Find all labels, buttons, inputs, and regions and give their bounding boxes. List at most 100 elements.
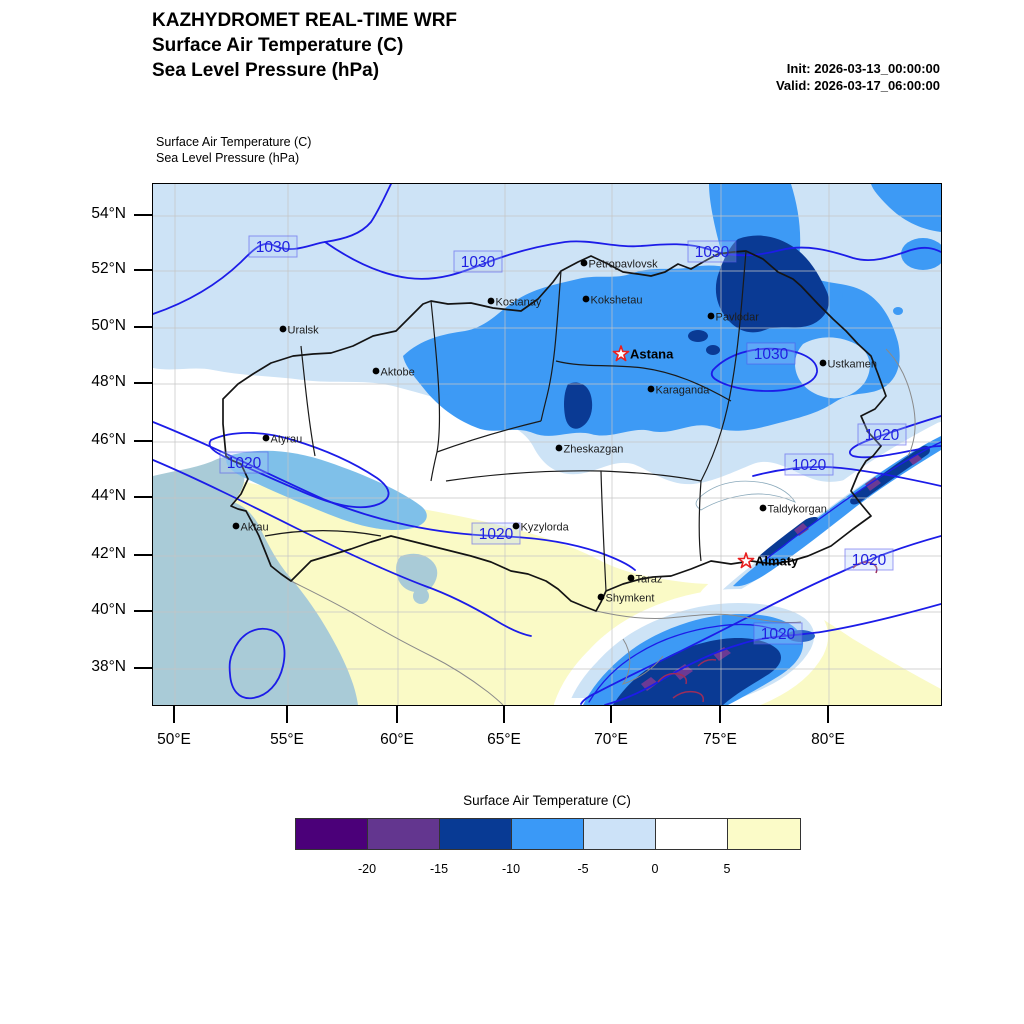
crimson-squiggle-3: [852, 561, 878, 574]
pressure-label-box: [844, 548, 894, 571]
city-marker-atyrau: Atyrau: [262, 434, 303, 446]
city-dot-icon: [372, 367, 380, 375]
fill-aral: [396, 553, 438, 593]
pressure-label-text: 1020: [865, 427, 900, 444]
lat-tick-label: 48°N: [91, 373, 126, 390]
pressure-label-box: [471, 522, 521, 545]
fill-navy-streak: [564, 382, 593, 429]
city-dot-icon: [580, 259, 588, 267]
pressure-label-text: 1020: [792, 457, 827, 474]
map-frame: 1030 1030 1030 1030 1020 1020 1020 1020 1020 1020…: [152, 183, 942, 706]
crimson-contour-layer: [657, 561, 878, 703]
caption-line-2: Sea Level Pressure (hPa): [156, 151, 300, 165]
pressure-label: 1020: [471, 522, 521, 545]
city-marker-karaganda: Karaganda: [647, 385, 710, 397]
pressure-label-box: [746, 342, 796, 365]
colorbar: [295, 818, 801, 850]
city-label: Zheskazgan: [564, 444, 624, 456]
city-marker-kokshetau: Kokshetau: [582, 295, 642, 307]
lon-tick: [610, 705, 612, 723]
lon-tick: [719, 705, 721, 723]
city-marker-almaty: Almaty: [737, 552, 799, 569]
crimson-squiggle-4: [672, 690, 705, 703]
city-star-icon: [737, 552, 755, 569]
oblast-9: [698, 480, 702, 562]
lon-tick-label: 60°E: [380, 731, 414, 748]
lake-small-2: [893, 307, 903, 315]
city-marker-petropavlovsk: Petropavlovsk: [580, 259, 659, 271]
city-dot-icon: [279, 325, 287, 333]
fill-ustkamen-pocket: [795, 337, 870, 399]
pressure-label-box: [219, 451, 269, 474]
pressure-label: 1030: [746, 342, 796, 365]
fill-navy-bit-2: [706, 345, 720, 355]
colorbar-tick-label: -20: [357, 862, 377, 876]
fill-caspian-sea: [153, 457, 358, 705]
map-canvas: 1030 1030 1030 1030 1020 1020 1020 1020 1020 1020…: [153, 184, 941, 705]
oblast-4: [436, 420, 542, 453]
city-marker-uralsk: Uralsk: [279, 325, 319, 337]
city-label: Taldykorgan: [768, 504, 827, 516]
city-label: Almaty: [755, 554, 799, 569]
isobar-1020-long-1: [153, 421, 636, 571]
border-uzbek: [290, 580, 504, 705]
city-dot-icon: [627, 574, 635, 582]
city-marker-pavlodar: Pavlodar: [707, 312, 760, 324]
city-marker-taldykorgan: Taldykorgan: [759, 504, 827, 516]
colorbar-cell-3: [512, 819, 584, 849]
mtn2-navy: [613, 638, 781, 705]
fill-ne-caspian: [226, 450, 427, 531]
fill-aral-2: [413, 588, 429, 604]
pressure-label-box: [784, 453, 834, 476]
title-block: KAZHYDROMET REAL-TIME WRF Surface Air Te…: [152, 8, 457, 83]
pressure-label: 1030: [687, 240, 737, 263]
lat-tick: [134, 440, 152, 442]
city-dot-icon: [555, 444, 563, 452]
pressure-label-box: [687, 240, 737, 263]
city-dot-icon: [597, 593, 605, 601]
pressure-label-box: [753, 622, 803, 645]
colorbar-cell-5: [656, 819, 728, 849]
isobar-1030-ne-loop: [710, 347, 818, 392]
lon-tick-label: 75°E: [703, 731, 737, 748]
mtn2-purple-1: [673, 664, 693, 680]
pressure-label: 1020: [219, 451, 269, 474]
city-label: Atyrau: [271, 434, 303, 446]
colorbar-tick-label: -10: [501, 862, 521, 876]
oblast-5: [445, 470, 702, 482]
title-variable-2: Sea Level Pressure (hPa): [152, 60, 380, 81]
pressure-label-text: 1020: [852, 552, 887, 569]
oblast-3: [540, 270, 562, 422]
mtn1-purple-1: [865, 477, 881, 491]
mtn1-purple-3: [909, 454, 922, 465]
city-label: Shymkent: [606, 593, 655, 605]
lat-tick-label: 40°N: [91, 601, 126, 618]
lon-tick-label: 50°E: [157, 731, 191, 748]
border-fergana: [621, 638, 664, 685]
pressure-label-layer: 1030 1030 1030 1030 1020 1020 1020 1020 1020 1020: [219, 235, 907, 645]
pressure-label-text: 1030: [695, 244, 730, 261]
lon-tick-label: 80°E: [811, 731, 845, 748]
city-label: Aktau: [241, 522, 269, 534]
lat-tick-label: 50°N: [91, 317, 126, 334]
isobar-1030-a: [153, 184, 392, 315]
lake-small-3: [441, 387, 451, 395]
fill-mid-blue-corner: [871, 184, 941, 232]
lon-tick: [173, 705, 175, 723]
isobar-mtn-detail-1: [764, 441, 941, 561]
city-label: Petropavlovsk: [589, 259, 659, 271]
lon-tick: [827, 705, 829, 723]
city-marker-shymkent: Shymkent: [597, 593, 655, 605]
lat-tick-label: 52°N: [91, 260, 126, 277]
lat-tick: [134, 554, 152, 556]
mtn1-purple-2: [794, 523, 809, 536]
title-variable-1: Surface Air Temperature (C): [152, 35, 404, 56]
city-label: Pavlodar: [716, 312, 760, 324]
border-layer-foreign: [290, 348, 916, 705]
isobar-1020-e1: [848, 415, 941, 459]
colorbar-tick-label: 0: [651, 862, 659, 876]
oblast-2: [430, 300, 441, 482]
lat-tick: [134, 496, 152, 498]
city-marker-ustkamen: Ustkamen: [819, 359, 877, 371]
